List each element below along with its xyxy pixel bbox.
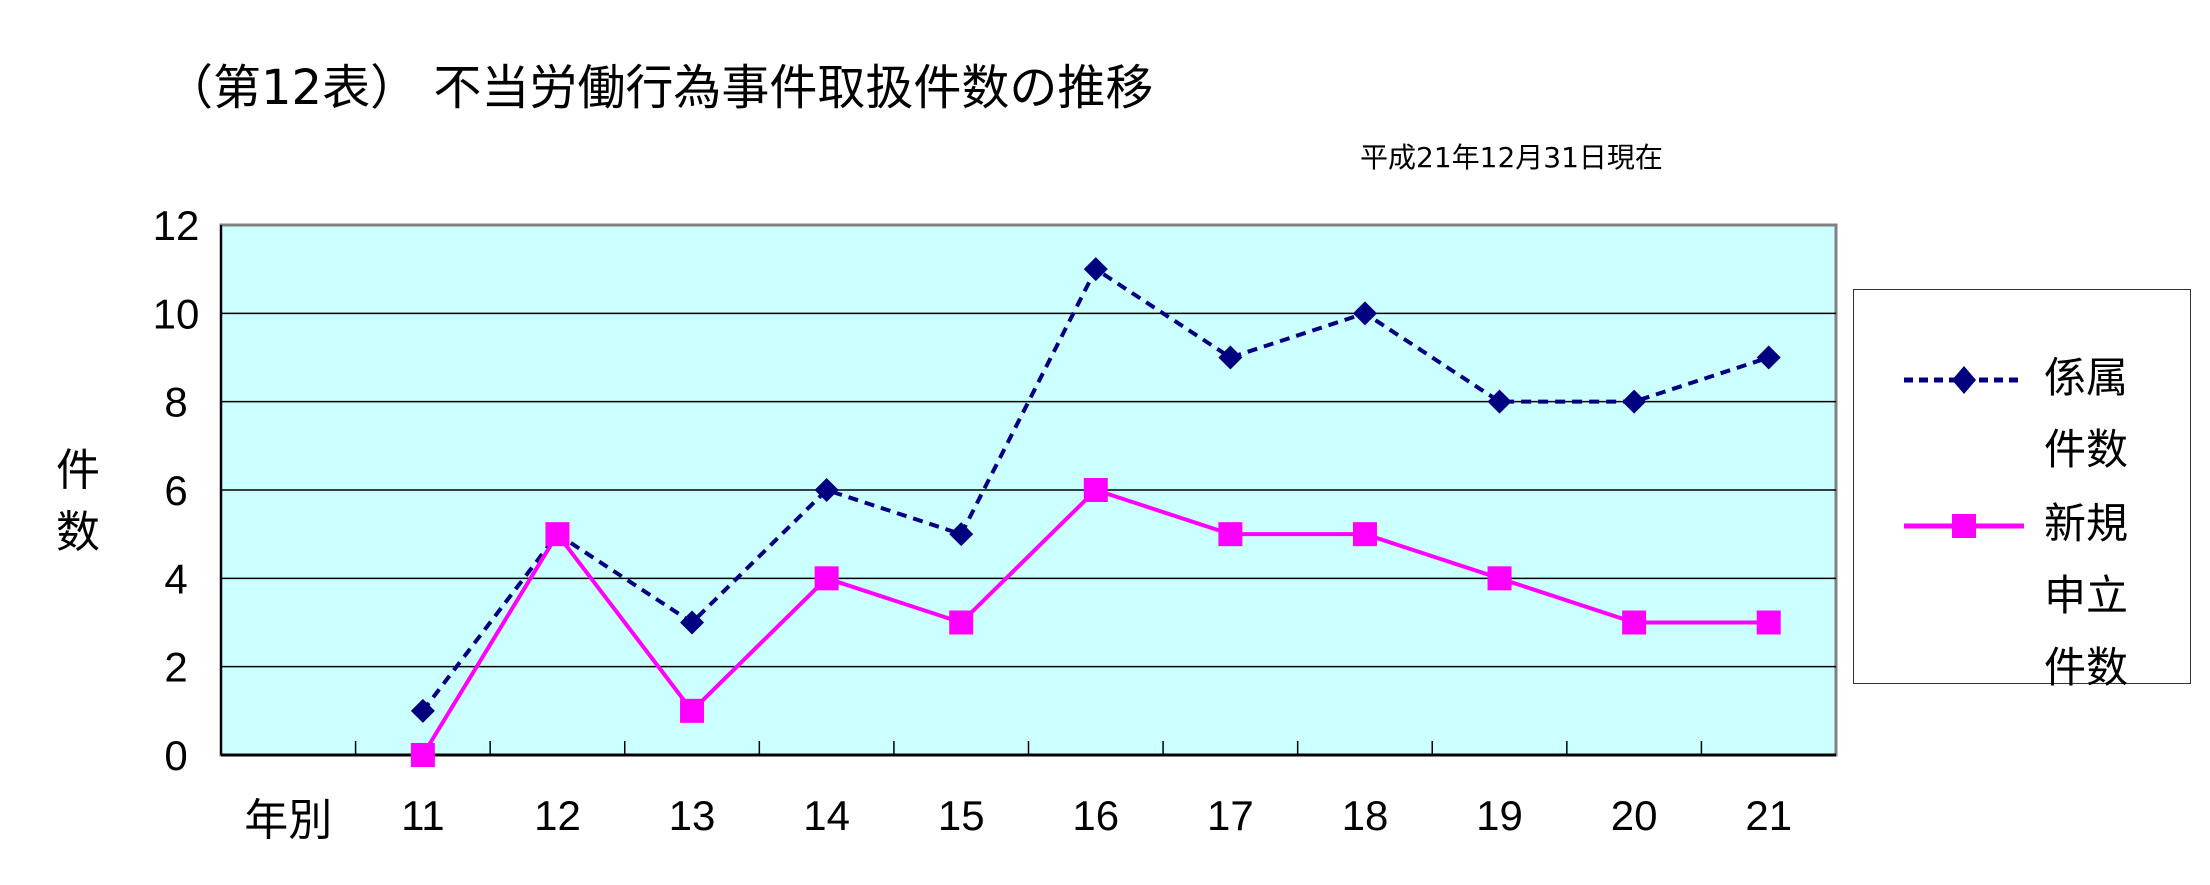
legend-marker-diamond-icon — [1904, 366, 2024, 394]
data-point-2 — [545, 522, 570, 547]
x-tick-label: 18 — [1342, 792, 1389, 839]
legend-label: 新規申立件数 — [2044, 499, 2129, 692]
data-point-1 — [680, 610, 705, 635]
data-point-2 — [1352, 522, 1377, 547]
data-point-2 — [814, 566, 839, 591]
chart-subtitle: 平成21年12月31日現在 — [1360, 141, 1663, 174]
data-point-2 — [1487, 566, 1512, 591]
y-tick-label: 0 — [164, 732, 187, 779]
data-point-2 — [949, 610, 974, 635]
data-point-1 — [1622, 389, 1647, 414]
y-tick-label: 8 — [164, 379, 187, 426]
data-point-2 — [1083, 478, 1108, 502]
legend: 係属件数 新規申立件数 — [1853, 289, 2191, 692]
x-tick-label: 11 — [401, 792, 445, 839]
legend-item-series-2: 新規申立件数 — [1854, 488, 2190, 728]
data-point-1 — [1218, 345, 1243, 370]
data-point-2 — [1622, 610, 1647, 635]
y-axis-label: 件数 — [56, 445, 100, 558]
y-tick-label: 4 — [164, 555, 187, 602]
data-point-2 — [680, 698, 705, 723]
legend-label: 係属件数 — [2044, 353, 2129, 474]
x-axis-label: 年別 — [244, 795, 332, 846]
data-point-1 — [1756, 345, 1781, 370]
legend-item-series-1: 係属件数 — [1854, 342, 2190, 502]
data-point-1 — [1352, 301, 1377, 326]
x-tick-label: 15 — [938, 792, 985, 839]
y-tick-label: 6 — [164, 467, 187, 514]
x-tick-label: 16 — [1072, 792, 1119, 839]
data-point-2 — [1756, 610, 1781, 635]
data-point-1 — [1487, 389, 1512, 414]
data-point-1 — [814, 478, 839, 502]
x-tick-label: 13 — [669, 792, 716, 839]
data-point-2 — [1218, 522, 1243, 547]
y-tick-label: 2 — [164, 644, 187, 691]
legend-marker-square-icon — [1904, 514, 2024, 538]
data-point-1 — [1083, 257, 1108, 282]
x-tick-label: 21 — [1745, 792, 1792, 839]
x-tick-label: 12 — [534, 792, 581, 839]
data-point-2 — [410, 743, 435, 767]
x-tick-label: 19 — [1476, 792, 1523, 839]
data-point-1 — [949, 522, 974, 547]
x-tick-label: 14 — [803, 792, 850, 839]
chart-title: （第12表） 不当労働行為事件取扱件数の推移 — [165, 60, 1154, 116]
y-tick-label: 10 — [153, 290, 200, 337]
x-tick-label: 17 — [1207, 792, 1254, 839]
data-point-1 — [410, 698, 435, 723]
y-tick-label: 12 — [153, 202, 200, 249]
x-tick-label: 20 — [1611, 792, 1658, 839]
